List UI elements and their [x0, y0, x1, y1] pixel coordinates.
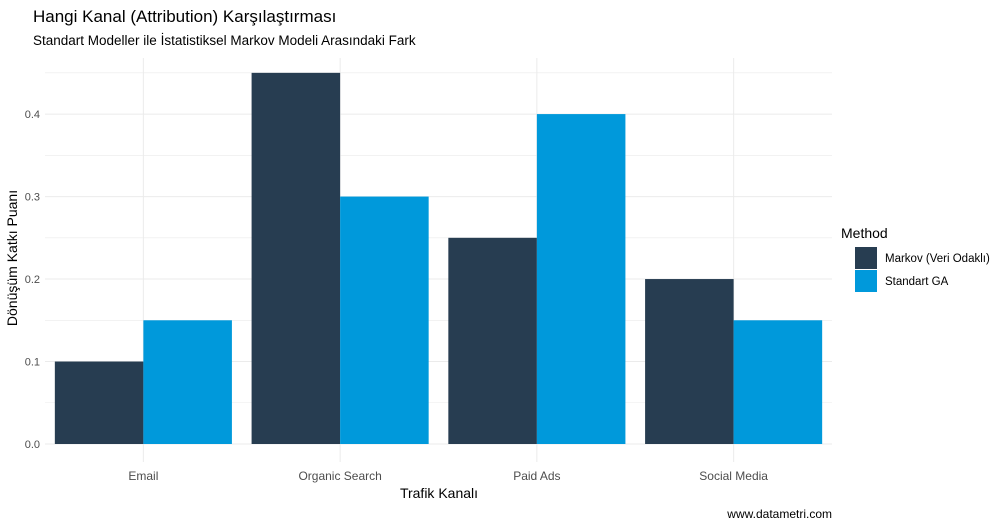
y-tick-label: 0.1: [25, 357, 40, 369]
bar-standart-ga: [143, 320, 232, 444]
legend-label: Standart GA: [885, 276, 949, 288]
legend-label: Markov (Veri Odaklı): [885, 253, 990, 265]
x-axis-label: Trafik Kanalı: [400, 485, 478, 501]
bar-standart-ga: [340, 196, 429, 444]
x-tick-label: Organic Search: [298, 469, 381, 483]
chart-subtitle: Standart Modeller ile İstatistiksel Mark…: [33, 33, 416, 48]
y-tick-label: 0.3: [25, 192, 40, 204]
legend-swatch: [855, 270, 877, 292]
legend-title: Method: [841, 225, 888, 241]
bar-markov: [448, 237, 537, 444]
legend-swatch: [855, 247, 877, 269]
bar-standart-ga: [733, 320, 823, 444]
y-axis-label: Dönüşüm Katkı Puanı: [4, 190, 20, 326]
bar-markov: [251, 72, 341, 444]
y-tick-label: 0.4: [25, 109, 40, 121]
bar-markov: [645, 279, 734, 444]
bar-markov: [54, 361, 144, 444]
y-tick-label: 0.2: [25, 274, 40, 286]
x-tick-label: Paid Ads: [513, 469, 560, 483]
x-tick-label: Social Media: [699, 469, 768, 483]
y-tick-label: 0.0: [25, 439, 40, 451]
caption: www.datametri.com: [726, 507, 832, 521]
chart-title: Hangi Kanal (Attribution) Karşılaştırmas…: [33, 7, 336, 26]
x-tick-label: Email: [128, 469, 158, 483]
bar-standart-ga: [536, 114, 626, 444]
